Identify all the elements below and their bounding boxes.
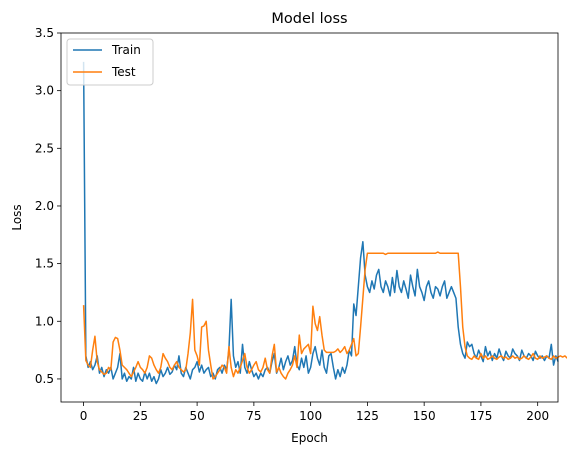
plot-frame <box>60 32 559 403</box>
series-line-test <box>82 251 567 380</box>
x-tick-label: 200 <box>526 409 549 423</box>
x-axis-label: Epoch <box>291 431 328 445</box>
legend-label-test: Test <box>111 65 136 79</box>
x-tick-label: 75 <box>246 409 261 423</box>
y-tick-label: 2.5 <box>35 141 54 155</box>
y-tick-label: 3.5 <box>35 26 54 40</box>
y-axis-label: Loss <box>10 204 24 230</box>
legend: Train Test <box>66 38 154 86</box>
x-tick-label: 175 <box>469 409 492 423</box>
x-tick-label: 25 <box>133 409 148 423</box>
series-layer <box>82 61 567 385</box>
y-tick-label: 3.0 <box>35 84 54 98</box>
x-axis-ticks: 0 25 50 75 100 125 150 175 200 <box>80 402 549 423</box>
y-tick-label: 0.5 <box>35 372 54 386</box>
y-tick-label: 1.0 <box>35 314 54 328</box>
x-tick-label: 100 <box>299 409 322 423</box>
x-tick-label: 150 <box>413 409 436 423</box>
series-line-train <box>82 61 559 385</box>
chart-title: Model loss <box>271 11 347 27</box>
y-tick-label: 2.0 <box>35 199 54 213</box>
y-axis-ticks: 0.5 1.0 1.5 2.0 2.5 3.0 3.5 <box>35 26 61 386</box>
x-tick-label: 0 <box>80 409 88 423</box>
x-tick-label: 125 <box>356 409 379 423</box>
y-tick-label: 1.5 <box>35 257 54 271</box>
legend-label-train: Train <box>111 43 141 57</box>
x-tick-label: 50 <box>189 409 204 423</box>
